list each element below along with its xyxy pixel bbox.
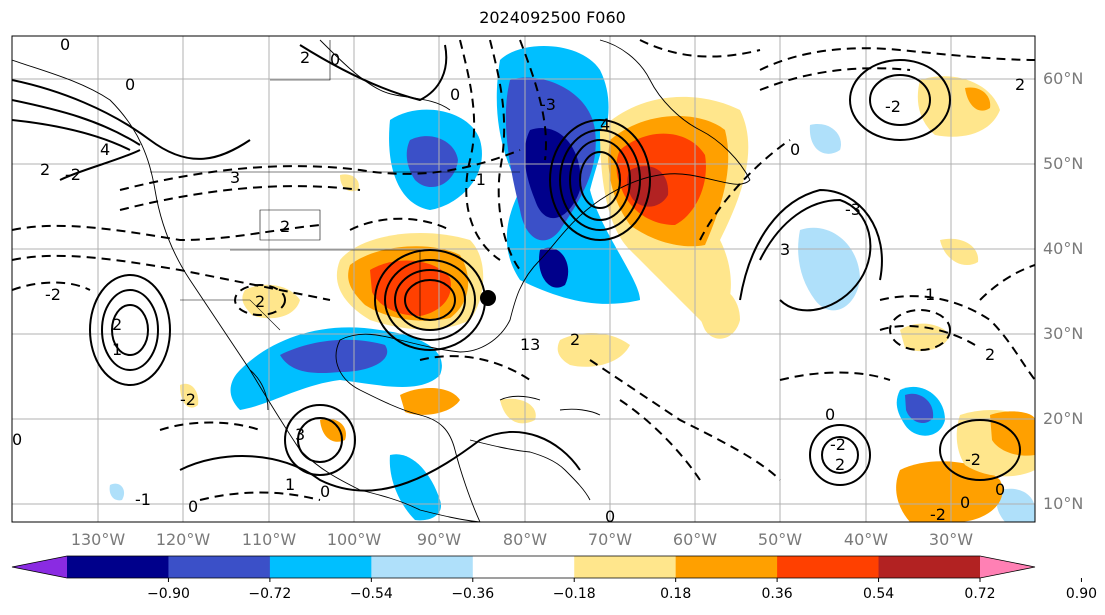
contour-label: 2: [255, 292, 265, 311]
lon-label: 50°W: [758, 530, 802, 549]
lon-label: 80°W: [503, 530, 547, 549]
colorbar-tick-label: 0.36: [762, 586, 793, 602]
contour-label: 13: [520, 335, 540, 354]
contour-label: 1: [112, 340, 122, 359]
contour-label: 2: [985, 345, 995, 364]
map-panel: 0 0 2 -2 2 2 -2 3 0 -3 3 0 -2 2 13 2 1 2…: [12, 35, 1035, 526]
lat-label: 30°N: [1043, 324, 1083, 343]
colorbar-tick-label: 0.90: [1066, 586, 1097, 602]
lon-label: 100°W: [327, 530, 382, 549]
contour-label: -3: [540, 95, 556, 114]
colorbar-extend-low: [12, 556, 67, 578]
colorbar-tick-label: 0.18: [660, 586, 691, 602]
contour-label: -2: [45, 285, 61, 304]
contour-label: 2: [280, 217, 290, 236]
lat-label: 20°N: [1043, 409, 1083, 428]
contour-label: 3: [295, 425, 305, 444]
lon-label: 40°W: [844, 530, 888, 549]
latitude-labels: 60°N 50°N 40°N 30°N 20°N 10°N: [1043, 69, 1083, 513]
colorbar-bin: [472, 556, 575, 578]
colorbar-bin: [574, 556, 677, 578]
colorbar-tick-label: −0.90: [147, 586, 190, 602]
contour-label: 3: [230, 168, 240, 187]
colorbar-extend-high: [980, 556, 1035, 578]
contour-label: 0: [605, 507, 615, 526]
colorbar-tick-label: −0.18: [553, 586, 596, 602]
colorbar-outline: [11, 555, 1036, 579]
lon-label: 70°W: [588, 530, 632, 549]
colorbar-tick-label: −0.54: [350, 586, 393, 602]
contour-label: -2: [830, 435, 846, 454]
contour-labels: 0 0 2 -2 2 2 -2 3 0 -3 3 0 -2 2 13 2 1 2…: [12, 35, 1025, 526]
lat-label: 60°N: [1043, 69, 1083, 88]
lon-label: 90°W: [417, 530, 461, 549]
contour-label: 0: [330, 50, 340, 69]
colorbar-tick-label: 0.72: [964, 586, 995, 602]
lon-label: 110°W: [242, 530, 297, 549]
contour-label: -2: [180, 390, 196, 409]
contour-label: 0: [790, 140, 800, 159]
colorbar: −0.90 −0.72 −0.54 −0.36 −0.18 0.18 0.36 0.54 0.7…: [11, 555, 1097, 602]
contour-label: 0: [995, 480, 1005, 499]
contour-label: -2: [930, 505, 946, 524]
contour-label: 1: [285, 475, 295, 494]
colorbar-tick-label: 0.54: [863, 586, 894, 602]
contour-label: 0: [60, 35, 70, 54]
contour-label: 2: [40, 160, 50, 179]
contour-label: 3: [780, 240, 790, 259]
colorbar-bin: [67, 556, 169, 578]
colorbar-bin: [878, 556, 981, 578]
longitude-labels: 130°W 120°W 110°W 100°W 90°W 80°W 70°W 6…: [71, 530, 973, 549]
colorbar-bin: [371, 556, 474, 578]
contour-label: -2: [885, 97, 901, 116]
lon-label: 60°W: [673, 530, 717, 549]
lon-label: 120°W: [156, 530, 211, 549]
anomaly-fill: [109, 46, 1035, 522]
contour-label: 4: [600, 115, 610, 134]
contour-label: 0: [320, 482, 330, 501]
contour-label: -1: [470, 170, 486, 189]
contour-label: -3: [845, 200, 861, 219]
colorbar-bin: [168, 556, 271, 578]
contour-label: -2: [65, 165, 81, 184]
marker-dot: [480, 290, 496, 306]
lat-label: 40°N: [1043, 239, 1083, 258]
contour-label: 2: [835, 455, 845, 474]
contours-dashed: [12, 39, 1035, 501]
map-frame: [11, 35, 1036, 523]
contour-label: 2: [570, 330, 580, 349]
colorbar-tick-label: −0.36: [451, 586, 494, 602]
contour-label: 2: [1015, 75, 1025, 94]
contour-label: 0: [450, 85, 460, 104]
contour-label: 0: [188, 497, 198, 516]
lat-label: 10°N: [1043, 494, 1083, 513]
map-title: 2024092500 F060: [479, 8, 626, 27]
contour-label: 1: [925, 285, 935, 304]
colorbar-bin: [269, 556, 372, 578]
colorbar-bin: [675, 556, 778, 578]
contour-label: 0: [12, 430, 22, 449]
lon-label: 130°W: [71, 530, 126, 549]
lon-label: 30°W: [929, 530, 973, 549]
colorbar-bin: [777, 556, 880, 578]
contour-label: 2: [112, 315, 122, 334]
contour-label: 4: [100, 140, 110, 159]
lat-label: 50°N: [1043, 154, 1083, 173]
contour-label: -1: [135, 490, 151, 509]
contour-label: -2: [965, 450, 981, 469]
contour-label: 0: [825, 405, 835, 424]
contour-label: 0: [960, 493, 970, 512]
colorbar-tick-label: −0.72: [248, 586, 291, 602]
contour-label: 2: [300, 48, 310, 67]
contour-label: 0: [125, 75, 135, 94]
